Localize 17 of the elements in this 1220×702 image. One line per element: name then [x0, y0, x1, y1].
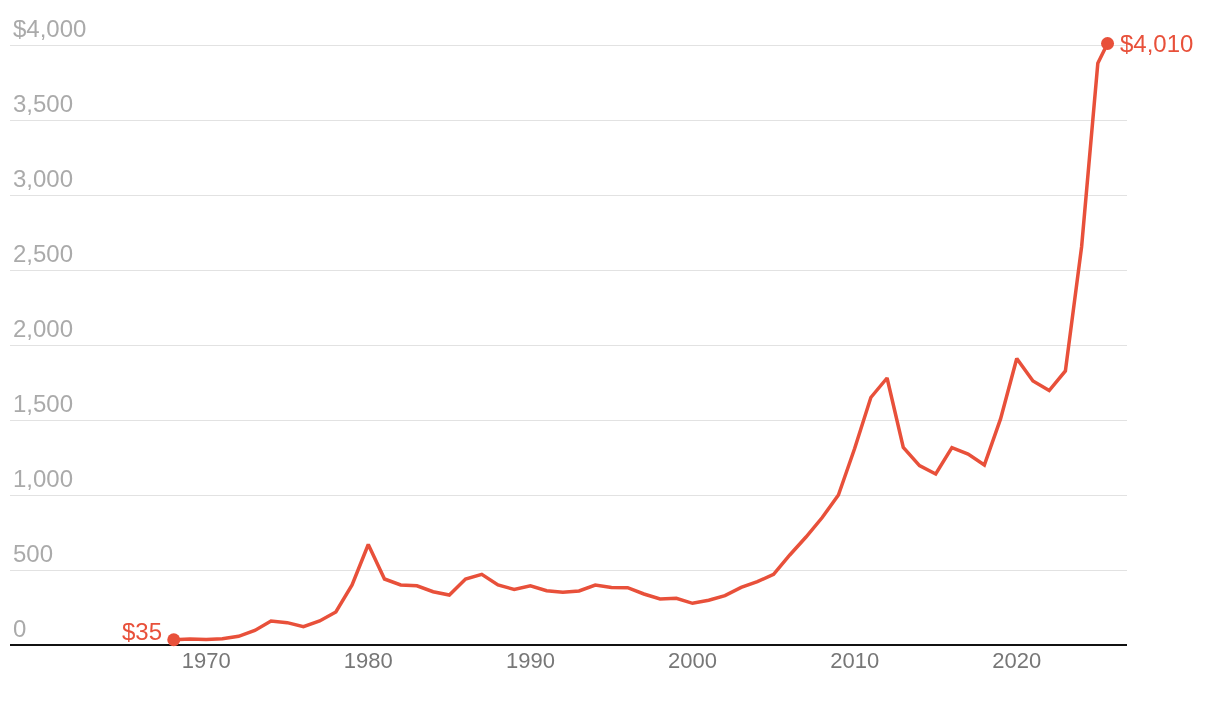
- annotation: $4,010: [1120, 30, 1194, 57]
- y-tick-label: $4,000: [13, 14, 87, 42]
- x-tick-label: 1970: [181, 648, 231, 673]
- annotation: $35: [122, 618, 163, 645]
- y-tick-label: 1,000: [13, 464, 74, 492]
- x-tick-label: 2000: [668, 648, 717, 673]
- x-tick-label: 1990: [505, 648, 555, 673]
- x-tick-label: 2020: [992, 648, 1042, 673]
- x-tick-label: 1980: [343, 648, 393, 673]
- y-tick-label: 2,000: [13, 314, 74, 342]
- y-tick-label: 2,500: [13, 239, 74, 267]
- y-tick-label: 0: [13, 614, 27, 642]
- x-tick-label: 2010: [830, 648, 880, 673]
- y-tick-label: 1,500: [13, 389, 74, 417]
- y-tick-label: 500: [13, 539, 54, 567]
- y-tick-label: 3,000: [13, 164, 74, 192]
- y-tick-label: 3,500: [13, 89, 74, 117]
